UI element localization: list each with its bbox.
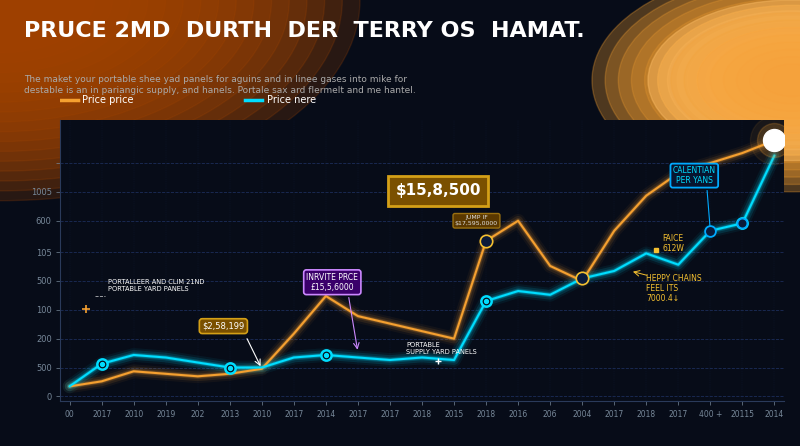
- Circle shape: [765, 65, 800, 95]
- Circle shape: [0, 0, 218, 122]
- Circle shape: [0, 0, 166, 92]
- Text: The maket your portable shee yad panels for aguins and in linee gases into mike : The maket your portable shee yad panels …: [24, 75, 416, 95]
- Circle shape: [658, 5, 800, 155]
- Point: [576, 275, 589, 282]
- Circle shape: [658, 5, 800, 155]
- Circle shape: [697, 27, 800, 133]
- Point: [768, 137, 781, 144]
- Circle shape: [697, 27, 800, 133]
- Circle shape: [0, 0, 325, 181]
- Circle shape: [0, 0, 342, 191]
- Text: PORTALLEER AND CLIM 21ND
PORTABLE YARD PANELS: PORTALLEER AND CLIM 21ND PORTABLE YARD P…: [108, 280, 205, 293]
- Circle shape: [0, 0, 271, 151]
- Circle shape: [605, 0, 800, 185]
- Text: HEPPY CHAINS
FEEL ITS
7000.4↓: HEPPY CHAINS FEEL ITS 7000.4↓: [646, 273, 702, 303]
- Point: [480, 297, 493, 305]
- Circle shape: [710, 35, 800, 126]
- Circle shape: [667, 11, 800, 150]
- Circle shape: [592, 0, 800, 192]
- Text: Price price: Price price: [82, 95, 134, 105]
- Circle shape: [716, 38, 800, 123]
- Point: [223, 364, 236, 371]
- Circle shape: [677, 16, 800, 145]
- Text: INRVITE PRCE
£15,5,6000: INRVITE PRCE £15,5,6000: [306, 273, 358, 292]
- Circle shape: [723, 42, 800, 119]
- Text: FAICE
612W: FAICE 612W: [662, 234, 684, 253]
- Point: [95, 360, 108, 368]
- Circle shape: [0, 0, 290, 161]
- Text: PRUCE 2MD  DURTH  DER  TERRY OS  HAMAT.: PRUCE 2MD DURTH DER TERRY OS HAMAT.: [24, 21, 585, 41]
- Point: [480, 297, 493, 305]
- Circle shape: [671, 13, 800, 148]
- Point: [736, 220, 749, 227]
- Text: Price nere: Price nere: [266, 95, 316, 105]
- Circle shape: [0, 0, 201, 112]
- Point: [576, 275, 589, 282]
- Circle shape: [737, 50, 800, 111]
- Circle shape: [0, 0, 254, 141]
- Point: [736, 220, 749, 227]
- Circle shape: [687, 22, 800, 139]
- Point: [319, 351, 332, 359]
- Circle shape: [0, 0, 360, 201]
- Text: PORTABLE
SUPPLY YARD PANELS: PORTABLE SUPPLY YARD PANELS: [406, 342, 477, 355]
- Circle shape: [745, 54, 800, 107]
- Point: [576, 275, 589, 282]
- Point: [768, 137, 781, 144]
- Circle shape: [0, 0, 148, 83]
- Circle shape: [726, 43, 800, 117]
- Circle shape: [645, 0, 800, 162]
- Circle shape: [755, 60, 800, 101]
- Circle shape: [684, 20, 800, 140]
- Point: [768, 137, 781, 144]
- Point: [736, 220, 749, 227]
- Circle shape: [0, 0, 183, 102]
- Point: [704, 227, 717, 235]
- Circle shape: [618, 0, 800, 177]
- Text: JUMP IF
$17,595,0000: JUMP IF $17,595,0000: [455, 215, 498, 226]
- Text: CALENTIAN
PER YANS: CALENTIAN PER YANS: [673, 166, 716, 185]
- Circle shape: [0, 0, 130, 73]
- Circle shape: [706, 33, 800, 128]
- Point: [480, 237, 493, 244]
- Circle shape: [0, 0, 236, 132]
- Point: [223, 364, 236, 371]
- Circle shape: [648, 0, 800, 161]
- Text: $15,8,500: $15,8,500: [395, 183, 481, 198]
- Text: $2,58,199: $2,58,199: [202, 322, 245, 330]
- Point: [95, 360, 108, 368]
- Circle shape: [735, 49, 800, 112]
- Circle shape: [0, 0, 307, 171]
- Circle shape: [631, 0, 800, 170]
- Point: [319, 351, 332, 359]
